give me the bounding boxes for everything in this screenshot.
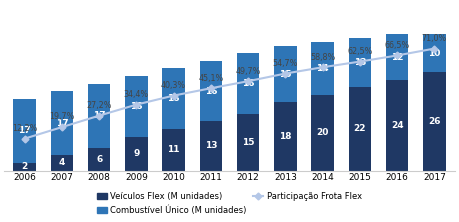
Bar [349, 38, 371, 87]
Text: 24: 24 [391, 121, 403, 130]
Text: 40,3%: 40,3% [161, 81, 186, 90]
Bar [274, 103, 297, 170]
Text: 16: 16 [130, 102, 143, 111]
Text: 19,7%: 19,7% [49, 113, 74, 121]
Bar [88, 83, 110, 148]
Text: 27,2%: 27,2% [86, 101, 112, 110]
Text: 14: 14 [316, 64, 329, 73]
Bar [274, 46, 297, 103]
Bar [200, 121, 222, 170]
Text: 13: 13 [353, 58, 366, 67]
Text: 45,1%: 45,1% [198, 73, 224, 83]
Text: 15: 15 [279, 70, 291, 79]
Text: 2: 2 [22, 162, 28, 171]
Bar [312, 95, 334, 170]
Bar [237, 114, 259, 170]
Text: 17: 17 [56, 119, 68, 128]
Bar [312, 42, 334, 95]
Text: 15: 15 [242, 138, 254, 147]
Bar [162, 129, 185, 170]
Bar [13, 99, 36, 163]
Text: 26: 26 [428, 117, 441, 126]
Bar [349, 87, 371, 170]
Text: 54,7%: 54,7% [273, 59, 298, 68]
Text: 12: 12 [391, 53, 403, 61]
Text: 12,2%: 12,2% [12, 124, 37, 133]
Bar [423, 34, 446, 72]
Text: 9: 9 [133, 149, 140, 158]
Text: 49,7%: 49,7% [235, 67, 261, 75]
Text: 66,5%: 66,5% [385, 41, 410, 50]
Legend: Veículos Flex (M unidades), Combustível Único (M unidades), Participação Frota F: Veículos Flex (M unidades), Combustível … [94, 188, 365, 218]
Text: 71,0%: 71,0% [422, 34, 447, 43]
Text: 58,8%: 58,8% [310, 53, 335, 61]
Bar [423, 72, 446, 170]
Bar [88, 148, 110, 170]
Text: 18: 18 [279, 132, 291, 141]
Text: 10: 10 [428, 49, 441, 58]
Bar [51, 155, 73, 170]
Bar [386, 80, 408, 170]
Text: 16: 16 [242, 79, 254, 88]
Text: 13: 13 [205, 141, 217, 151]
Bar [125, 76, 147, 137]
Text: 17: 17 [18, 126, 31, 135]
Text: 16: 16 [168, 94, 180, 103]
Text: 11: 11 [168, 145, 180, 154]
Text: 16: 16 [205, 87, 217, 96]
Bar [200, 61, 222, 121]
Text: 34,4%: 34,4% [124, 90, 149, 99]
Bar [237, 53, 259, 114]
Text: 20: 20 [316, 128, 329, 137]
Bar [125, 137, 147, 170]
Text: 4: 4 [59, 159, 65, 167]
Bar [13, 163, 36, 170]
Text: 22: 22 [353, 125, 366, 133]
Bar [162, 68, 185, 129]
Text: 6: 6 [96, 155, 102, 164]
Bar [51, 91, 73, 155]
Bar [386, 34, 408, 80]
Text: 62,5%: 62,5% [347, 47, 373, 56]
Text: 17: 17 [93, 111, 106, 120]
